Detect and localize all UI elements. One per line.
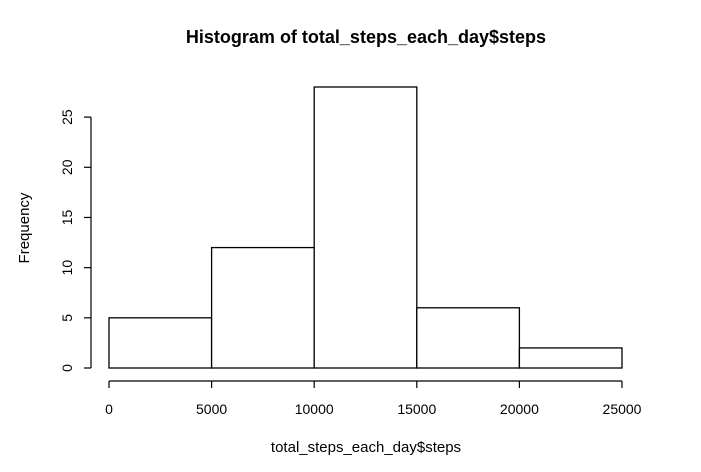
- y-tick-label-3: 15: [59, 209, 75, 225]
- y-axis-label: Frequency: [16, 192, 33, 263]
- y-tick-label-2: 10: [59, 260, 75, 276]
- y-tick-label-1: 5: [59, 314, 75, 322]
- x-tick-label-1: 5000: [196, 401, 227, 417]
- x-tick-label-3: 15000: [397, 401, 436, 417]
- histogram-bar-1: [210, 246, 315, 369]
- histogram-bar-4: [518, 347, 623, 369]
- y-tick-label-4: 20: [59, 159, 75, 175]
- chart-title: Histogram of total_steps_each_day$steps: [186, 27, 546, 47]
- y-tick-label-0: 0: [59, 364, 75, 372]
- x-tick-label-4: 20000: [500, 401, 539, 417]
- histogram-bar-3: [416, 307, 521, 369]
- bars-group: [108, 86, 623, 369]
- x-tick-label-2: 10000: [295, 401, 334, 417]
- histogram-bar-0: [108, 317, 213, 369]
- x-tick-label-0: 0: [105, 401, 113, 417]
- x-axis-label: total_steps_each_day$steps: [271, 439, 461, 456]
- y-tick-label-5: 25: [59, 109, 75, 125]
- x-axis: 0 5000 10000 15000 20000 25000: [105, 380, 642, 417]
- y-axis: 0 5 10 15 20 25: [59, 109, 92, 372]
- histogram-bar-2: [313, 86, 418, 369]
- x-tick-label-5: 25000: [603, 401, 642, 417]
